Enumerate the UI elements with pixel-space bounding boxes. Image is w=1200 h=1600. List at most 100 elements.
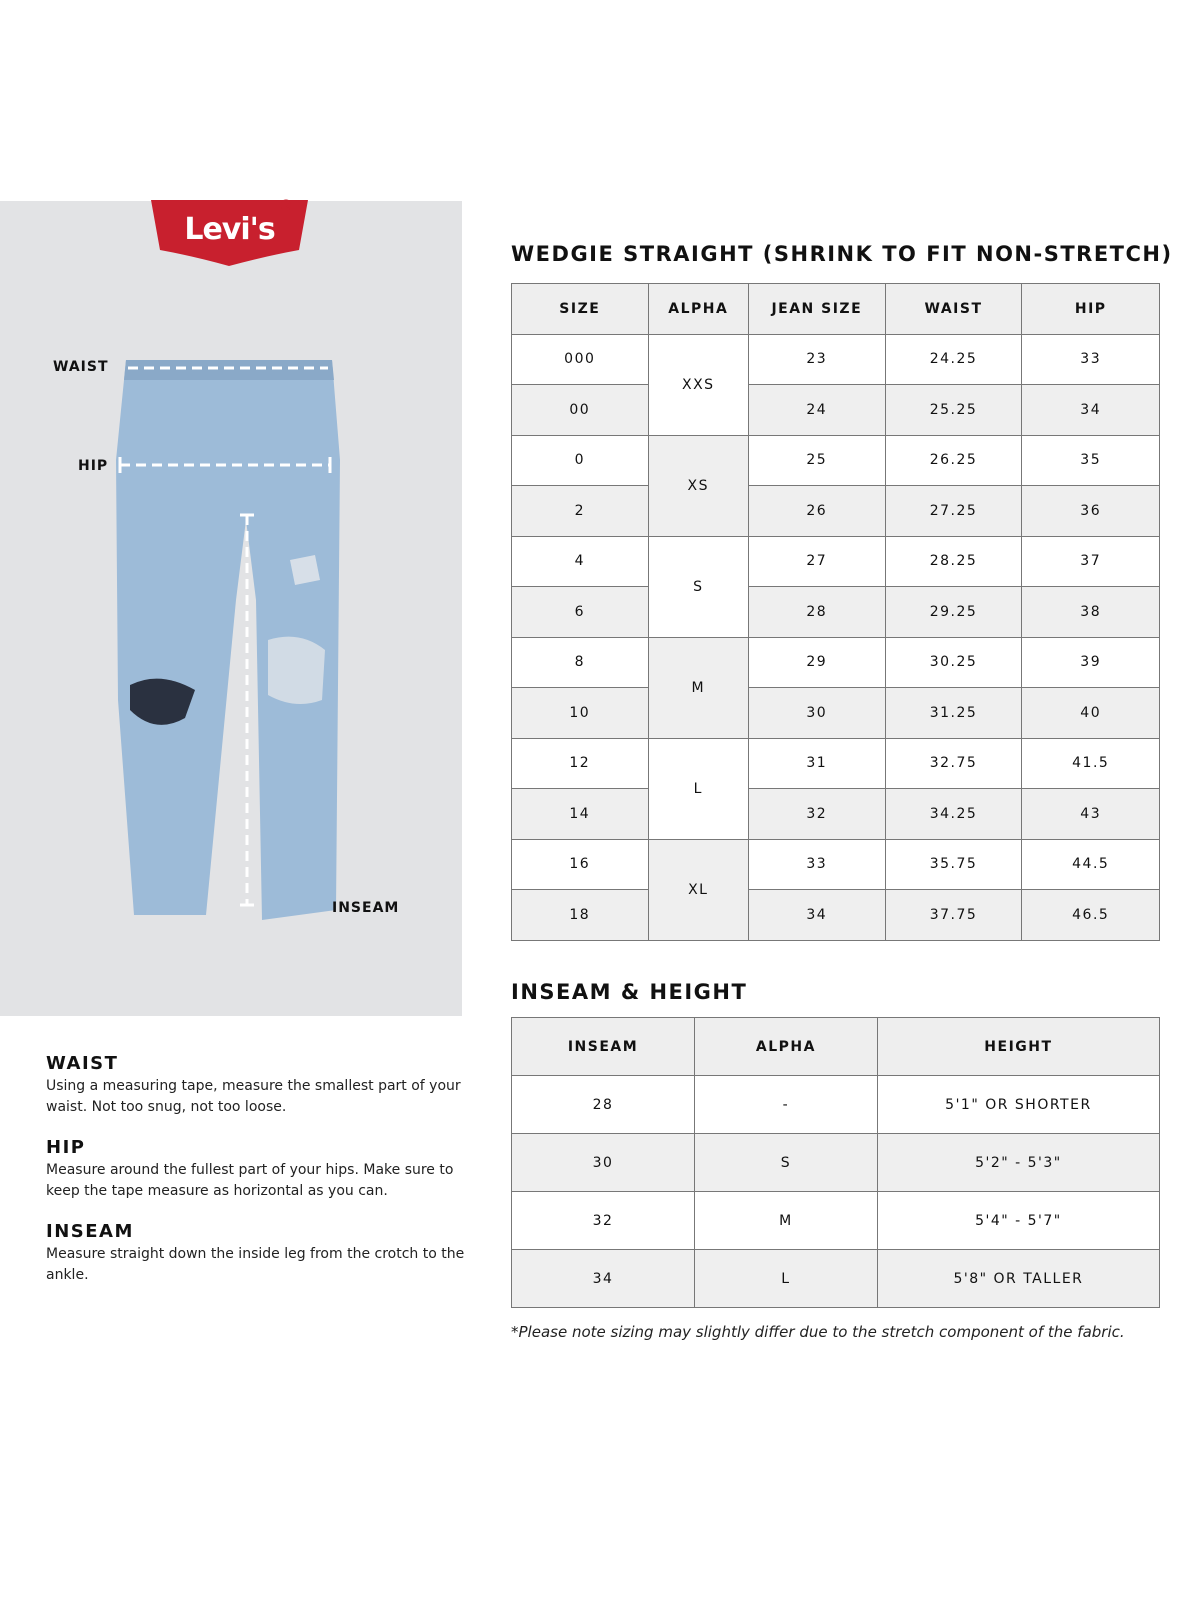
height-cell: 5'2" - 5'3" (876, 1133, 1161, 1192)
levis-logo (151, 200, 308, 266)
hip-label: HIP (78, 458, 109, 474)
table-row: 12 L 31 32.75 41.5 (511, 737, 1160, 840)
table-row: 000 XXS 23 24.25 33 (511, 333, 1160, 436)
waist-cell: 28.25 (884, 535, 1023, 587)
table-row: 18 34 37.75 46.5 (511, 889, 1160, 941)
alpha-cell: S (647, 535, 749, 638)
waist-cell: 25.25 (884, 384, 1023, 436)
column-header: ALPHA (693, 1017, 878, 1076)
size-table: SIZE ALPHA JEAN SIZE WAIST HIP 000 XXS 23 24.25… (511, 283, 1160, 941)
alpha-cell: - (693, 1075, 878, 1134)
jean-size-cell: 33 (747, 838, 886, 890)
size-cell: 4 (511, 535, 649, 587)
hip-instruction: HIP Measure around the fullest part of y… (46, 1137, 466, 1202)
jean-size-cell: 30 (747, 687, 886, 739)
size-cell: 6 (511, 586, 649, 638)
waist-cell: 24.25 (884, 333, 1023, 385)
height-cell: 5'1" OR SHORTER (876, 1075, 1161, 1134)
waist-cell: 34.25 (884, 788, 1023, 840)
column-header: WAIST (884, 283, 1023, 335)
instruction-title: HIP (46, 1137, 86, 1158)
height-cell: 5'8" OR TALLER (876, 1249, 1161, 1308)
hip-cell: 33 (1021, 333, 1160, 385)
hip-cell: 37 (1021, 535, 1160, 587)
hip-cell: 35 (1021, 434, 1160, 486)
jean-size-cell: 25 (747, 434, 886, 486)
inseam-cell: 32 (511, 1191, 695, 1250)
jean-size-cell: 24 (747, 384, 886, 436)
inseam-instruction: INSEAM Measure straight down the inside … (46, 1221, 466, 1286)
size-cell: 16 (511, 838, 649, 890)
waist-instruction: WAIST Using a measuring tape, measure th… (46, 1053, 466, 1118)
column-header: HEIGHT (876, 1017, 1161, 1076)
hip-cell: 36 (1021, 485, 1160, 537)
table-row: 00 24 25.25 34 (511, 384, 1160, 436)
column-header: HIP (1021, 283, 1160, 335)
jean-size-cell: 28 (747, 586, 886, 638)
jean-size-cell: 34 (747, 889, 886, 941)
alpha-cell: XL (647, 838, 749, 941)
table-row: 34 L 5'8" OR TALLER (511, 1249, 1161, 1308)
instruction-title: WAIST (46, 1053, 119, 1074)
waist-cell: 32.75 (884, 737, 1023, 789)
hip-cell: 34 (1021, 384, 1160, 436)
alpha-cell: XS (647, 434, 749, 537)
size-cell: 00 (511, 384, 649, 436)
instruction-title: INSEAM (46, 1221, 134, 1242)
waist-cell: 30.25 (884, 636, 1023, 688)
hip-cell: 46.5 (1021, 889, 1160, 941)
waist-cell: 27.25 (884, 485, 1023, 537)
table-row: 32 M 5'4" - 5'7" (511, 1191, 1161, 1250)
column-header: SIZE (511, 283, 649, 335)
inseam-label: INSEAM (332, 900, 400, 916)
registered-mark: ® (278, 196, 294, 215)
jeans-image (116, 360, 340, 920)
column-header: JEAN SIZE (747, 283, 886, 335)
size-cell: 14 (511, 788, 649, 840)
waist-cell: 26.25 (884, 434, 1023, 486)
footnote: *Please note sizing may slightly differ … (511, 1323, 1125, 1341)
size-cell: 8 (511, 636, 649, 688)
jean-size-cell: 31 (747, 737, 886, 789)
jean-size-cell: 29 (747, 636, 886, 688)
waist-cell: 31.25 (884, 687, 1023, 739)
alpha-cell: L (693, 1249, 878, 1308)
jean-size-cell: 32 (747, 788, 886, 840)
table-row: 2 26 27.25 36 (511, 485, 1160, 537)
column-header: INSEAM (511, 1017, 695, 1076)
jean-size-cell: 27 (747, 535, 886, 587)
hip-cell: 41.5 (1021, 737, 1160, 789)
inseam-cell: 30 (511, 1133, 695, 1192)
hip-cell: 43 (1021, 788, 1160, 840)
alpha-cell: L (647, 737, 749, 840)
table-row: 8 M 29 30.25 39 (511, 636, 1160, 739)
jean-size-cell: 26 (747, 485, 886, 537)
hip-cell: 40 (1021, 687, 1160, 739)
alpha-cell: M (693, 1191, 878, 1250)
table-row: 6 28 29.25 38 (511, 586, 1160, 638)
size-cell: 18 (511, 889, 649, 941)
size-cell: 000 (511, 333, 649, 385)
inseam-table: INSEAM ALPHA HEIGHT 28-5'1" OR SHORTER 30 S 5… (511, 1017, 1161, 1308)
waist-label: WAIST (53, 359, 109, 375)
hip-cell: 38 (1021, 586, 1160, 638)
instruction-text: Measure around the fullest part of your … (46, 1162, 454, 1199)
waist-cell: 37.75 (884, 889, 1023, 941)
waist-cell: 35.75 (884, 838, 1023, 890)
inseam-cell: 34 (511, 1249, 695, 1308)
table-row: 4 S 27 28.25 37 (511, 535, 1160, 638)
table-row: 28-5'1" OR SHORTER (511, 1075, 1161, 1134)
table-row: 16 XL 33 35.75 44.5 (511, 838, 1160, 941)
size-cell: 10 (511, 687, 649, 739)
height-cell: 5'4" - 5'7" (876, 1191, 1161, 1250)
alpha-cell: M (647, 636, 749, 739)
table-row: 14 32 34.25 43 (511, 788, 1160, 840)
size-cell: 0 (511, 434, 649, 486)
instruction-text: Measure straight down the inside leg fro… (46, 1246, 465, 1283)
waist-cell: 29.25 (884, 586, 1023, 638)
table-row: 30 S 5'2" - 5'3" (511, 1133, 1161, 1192)
instruction-text: Using a measuring tape, measure the smal… (46, 1078, 461, 1115)
size-cell: 2 (511, 485, 649, 537)
hip-cell: 39 (1021, 636, 1160, 688)
inseam-table-title: INSEAM & HEIGHT (511, 980, 748, 1004)
